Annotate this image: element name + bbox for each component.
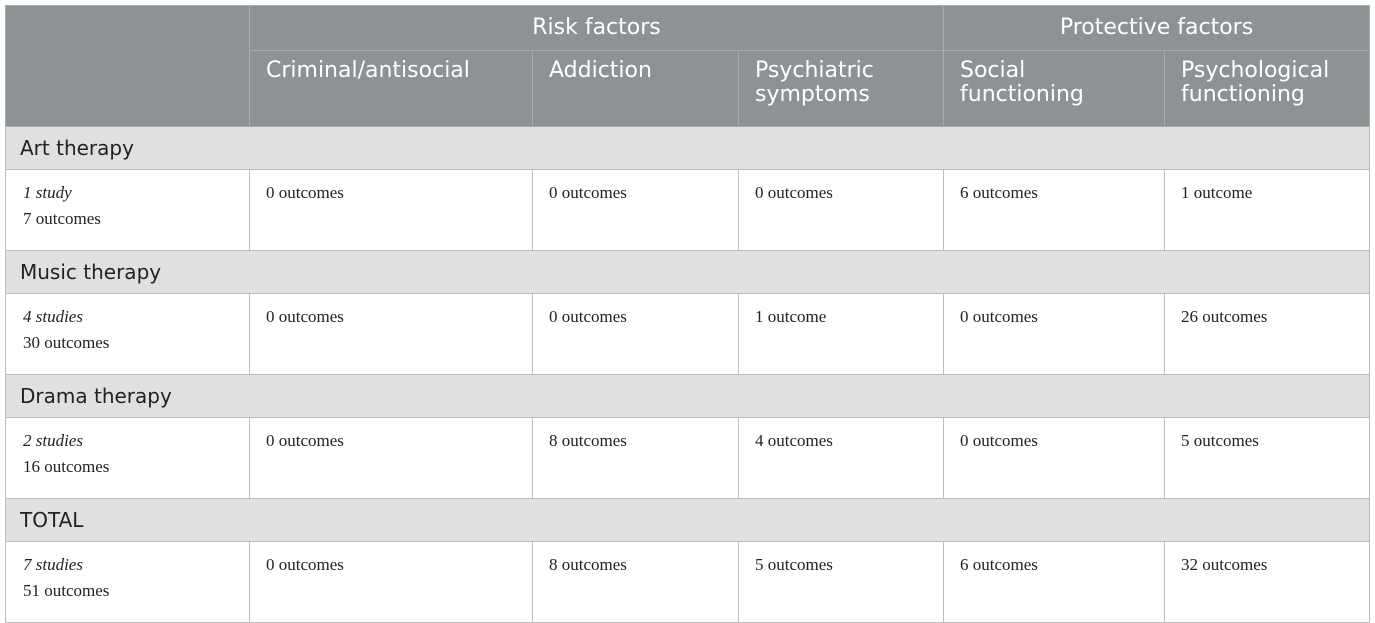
section-title: TOTAL — [4, 498, 1371, 542]
table-row: 1 study 7 outcomes 0 outcomes 0 outcomes… — [5, 169, 1371, 251]
cell-addiction: 8 outcomes — [532, 541, 739, 623]
column-header-social-functioning: Social functioning — [943, 50, 1165, 127]
study-count: 4 studies — [23, 307, 83, 326]
header-group-risk-factors: Risk factors — [249, 5, 944, 51]
column-header-psychological-functioning: Psychological functioning — [1163, 50, 1371, 127]
cell-psychological-functioning: 5 outcomes — [1163, 417, 1371, 499]
row-label: 4 studies 30 outcomes — [5, 293, 250, 375]
section-row-drama-therapy: Drama therapy — [4, 374, 1371, 418]
section-title: Drama therapy — [4, 374, 1371, 418]
row-label: 7 studies 51 outcomes — [5, 541, 250, 623]
cell-psychological-functioning: 1 outcome — [1163, 169, 1371, 251]
table-row: 4 studies 30 outcomes 0 outcomes 0 outco… — [5, 293, 1371, 375]
table-row: 2 studies 16 outcomes 0 outcomes 8 outco… — [5, 417, 1371, 499]
cell-psychological-functioning: 26 outcomes — [1163, 293, 1371, 375]
cell-social-functioning: 0 outcomes — [943, 293, 1165, 375]
column-header-psychiatric-symptoms: Psychiatric symptoms — [738, 50, 944, 127]
study-count: 7 studies — [23, 555, 83, 574]
outcomes-table: Risk factors Protective factors Criminal… — [4, 5, 1371, 623]
cell-psychiatric-symptoms: 0 outcomes — [738, 169, 944, 251]
cell-social-functioning: 6 outcomes — [943, 169, 1165, 251]
outcome-total: 16 outcomes — [23, 457, 110, 476]
cell-psychiatric-symptoms: 1 outcome — [738, 293, 944, 375]
section-title: Music therapy — [4, 250, 1371, 294]
study-count: 1 study — [23, 183, 72, 202]
cell-social-functioning: 6 outcomes — [943, 541, 1165, 623]
section-title: Art therapy — [4, 126, 1371, 170]
cell-psychiatric-symptoms: 4 outcomes — [738, 417, 944, 499]
cell-social-functioning: 0 outcomes — [943, 417, 1165, 499]
header-column-row: Criminal/antisocial Addiction Psychiatri… — [6, 50, 1371, 127]
section-row-music-therapy: Music therapy — [4, 250, 1371, 294]
cell-criminal-antisocial: 0 outcomes — [249, 417, 533, 499]
section-row-total: TOTAL — [4, 498, 1371, 542]
cell-psychiatric-symptoms: 5 outcomes — [738, 541, 944, 623]
outcome-total: 7 outcomes — [23, 209, 101, 228]
outcome-total: 51 outcomes — [23, 581, 110, 600]
section-row-art-therapy: Art therapy — [4, 126, 1371, 170]
study-count: 2 studies — [23, 431, 83, 450]
cell-addiction: 0 outcomes — [532, 293, 739, 375]
column-header-criminal-antisocial: Criminal/antisocial — [249, 50, 533, 127]
cell-criminal-antisocial: 0 outcomes — [249, 169, 533, 251]
cell-criminal-antisocial: 0 outcomes — [249, 293, 533, 375]
column-header-addiction: Addiction — [532, 50, 739, 127]
cell-addiction: 8 outcomes — [532, 417, 739, 499]
table-row: 7 studies 51 outcomes 0 outcomes 8 outco… — [5, 541, 1371, 623]
row-label: 2 studies 16 outcomes — [5, 417, 250, 499]
header-group-protective-factors: Protective factors — [942, 5, 1371, 51]
header-group-row: Risk factors Protective factors — [5, 5, 1371, 127]
cell-addiction: 0 outcomes — [532, 169, 739, 251]
header-corner-cell — [5, 5, 250, 127]
outcome-total: 30 outcomes — [23, 333, 110, 352]
row-label: 1 study 7 outcomes — [5, 169, 250, 251]
cell-psychological-functioning: 32 outcomes — [1163, 541, 1371, 623]
cell-criminal-antisocial: 0 outcomes — [249, 541, 533, 623]
